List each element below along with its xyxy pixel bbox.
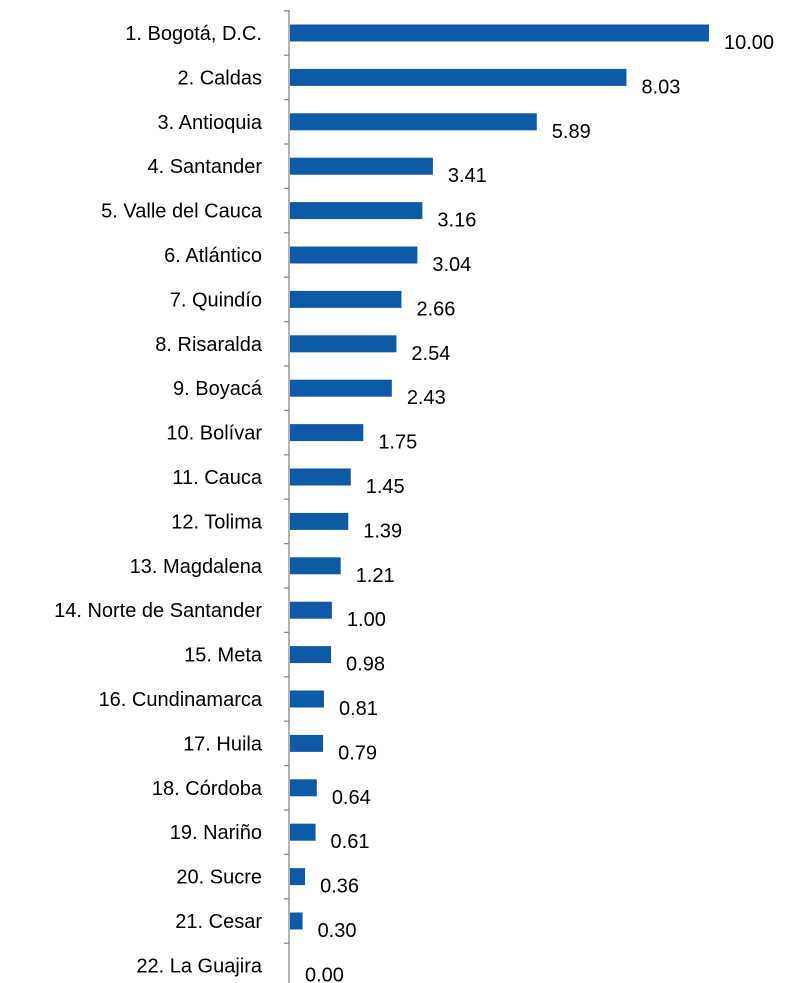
data-label: 0.00	[305, 964, 344, 983]
data-label: 3.41	[448, 165, 487, 187]
data-label: 1.21	[356, 565, 395, 587]
bar	[290, 246, 418, 264]
category-label: 11. Cauca	[172, 467, 263, 489]
bar	[290, 512, 349, 530]
category-label: 21. Cesar	[175, 911, 262, 933]
bar	[290, 557, 341, 575]
data-label: 3.16	[437, 210, 476, 232]
bar	[290, 690, 324, 708]
category-label: 7. Quindío	[170, 289, 262, 311]
data-label: 0.30	[318, 920, 357, 942]
category-label: 1. Bogotá, D.C.	[125, 23, 262, 45]
bar	[290, 113, 537, 131]
category-label: 12. Tolima	[171, 511, 263, 533]
data-label: 2.54	[411, 343, 450, 365]
bar	[290, 779, 317, 797]
bar	[290, 823, 316, 841]
category-label: 10. Bolívar	[166, 423, 262, 445]
value-labels-group: 10.00 8.03 5.89 3.41 3.16 3.04 2.66 2.54 2.43 1.7…	[305, 32, 774, 983]
category-label: 17. Huila	[183, 733, 263, 755]
bar	[290, 68, 627, 86]
category-label: 9. Boyacá	[173, 378, 263, 400]
data-label: 1.39	[363, 520, 402, 542]
bar	[290, 157, 433, 175]
category-label: 16. Cundinamarca	[99, 689, 263, 711]
category-label: 3. Antioquia	[157, 112, 262, 134]
bar	[290, 202, 423, 220]
data-label: 0.81	[339, 698, 378, 720]
bar	[290, 646, 332, 664]
data-label: 1.45	[366, 476, 405, 498]
data-label: 5.89	[552, 121, 591, 143]
bar	[290, 734, 324, 752]
category-label: 2. Caldas	[178, 67, 263, 89]
data-label: 1.00	[347, 609, 386, 631]
bar	[290, 468, 351, 486]
data-label: 0.64	[332, 787, 371, 809]
category-label: 19. Nariño	[170, 822, 262, 844]
category-labels-group: 1. Bogotá, D.C. 2. Caldas 3. Antioquia 4. S…	[54, 23, 263, 977]
category-label: 5. Valle del Cauca	[101, 201, 263, 223]
bars-group	[290, 24, 709, 930]
category-label: 22. La Guajira	[136, 955, 263, 977]
category-label: 18. Córdoba	[152, 778, 263, 800]
data-label: 2.66	[416, 298, 455, 320]
data-label: 0.36	[320, 876, 359, 898]
category-label: 20. Sucre	[176, 867, 262, 889]
category-label: 8. Risaralda	[155, 334, 263, 356]
data-label: 3.04	[432, 254, 471, 276]
bar	[290, 601, 332, 619]
bar	[290, 290, 402, 308]
data-label: 2.43	[407, 387, 446, 409]
category-label: 14. Norte de Santander	[54, 600, 262, 622]
data-label: 8.03	[641, 76, 680, 98]
bar	[290, 24, 709, 42]
bar	[290, 424, 364, 442]
bar	[290, 912, 303, 930]
bar	[290, 868, 306, 886]
category-label: 4. Santander	[147, 156, 262, 178]
bar	[290, 335, 397, 353]
category-label: 6. Atlántico	[164, 245, 262, 267]
bar	[290, 379, 392, 397]
y-axis	[284, 10, 290, 983]
data-label: 0.61	[331, 831, 370, 853]
category-label: 13. Magdalena	[130, 556, 263, 578]
data-label: 10.00	[724, 32, 774, 54]
data-label: 0.98	[346, 654, 385, 676]
data-label: 1.75	[378, 432, 417, 454]
category-label: 15. Meta	[184, 645, 263, 667]
data-label: 0.79	[338, 742, 377, 764]
